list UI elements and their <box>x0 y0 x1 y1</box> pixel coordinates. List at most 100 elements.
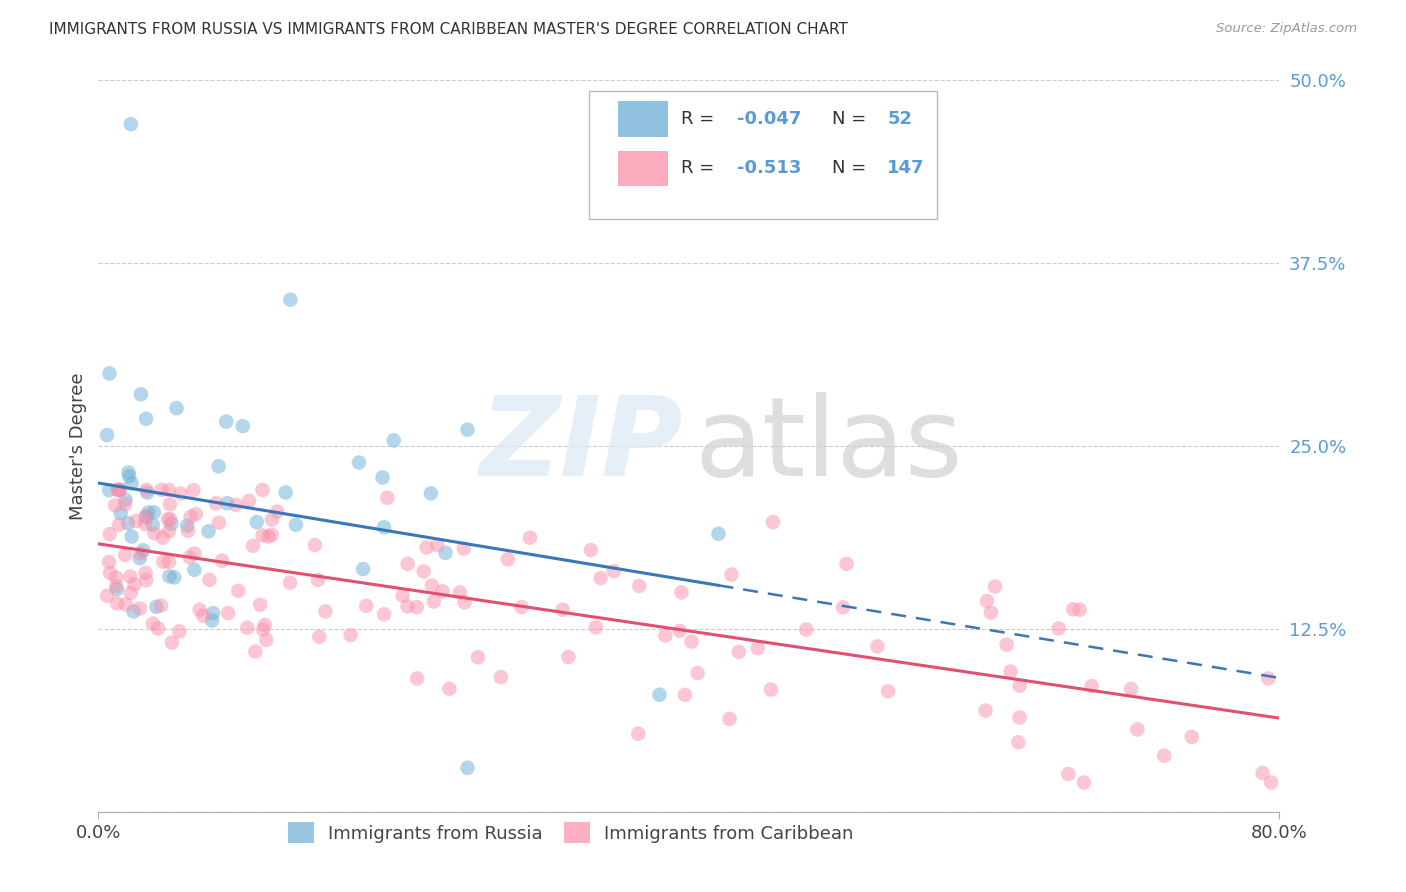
Point <box>169 486 191 500</box>
Text: atlas: atlas <box>695 392 963 500</box>
Point <box>412 565 434 579</box>
Point <box>1257 672 1279 686</box>
Point <box>107 483 129 497</box>
Point <box>201 614 224 628</box>
Point <box>260 527 283 541</box>
Point <box>1069 602 1091 616</box>
Point <box>1126 723 1149 737</box>
Point <box>180 509 202 524</box>
Point <box>375 491 398 505</box>
Point <box>246 515 269 529</box>
Point <box>225 498 247 512</box>
Point <box>135 573 157 587</box>
Point <box>585 620 607 634</box>
Point <box>980 606 1002 620</box>
Point <box>205 496 228 510</box>
Point <box>124 577 146 591</box>
Point <box>449 585 471 599</box>
Point <box>98 566 121 580</box>
Text: -0.047: -0.047 <box>737 110 801 128</box>
Point <box>1008 679 1031 693</box>
Point <box>157 524 180 539</box>
Point <box>252 528 274 542</box>
Point <box>557 650 579 665</box>
Point <box>254 632 277 647</box>
Point <box>110 506 132 520</box>
Point <box>183 546 205 560</box>
Point <box>118 469 141 483</box>
Point <box>1119 681 1142 696</box>
Point <box>150 599 173 613</box>
Point <box>129 601 152 615</box>
Point <box>832 600 855 615</box>
Point <box>184 507 207 521</box>
Point <box>208 516 231 530</box>
Text: R =: R = <box>681 110 720 128</box>
Point <box>207 459 229 474</box>
Point <box>201 606 224 620</box>
Point <box>432 584 454 599</box>
Point <box>160 635 183 649</box>
Y-axis label: Master's Degree: Master's Degree <box>69 372 87 520</box>
Point <box>105 596 128 610</box>
Point <box>496 552 519 566</box>
Point <box>121 476 143 491</box>
Point <box>1153 748 1175 763</box>
Point <box>107 483 129 497</box>
Point <box>152 555 174 569</box>
Point <box>211 553 233 567</box>
Point <box>226 583 249 598</box>
Point <box>373 520 395 534</box>
Point <box>183 483 205 497</box>
Point <box>519 531 541 545</box>
Point <box>1057 767 1080 781</box>
Point <box>707 526 730 541</box>
Point <box>835 557 858 571</box>
Point <box>120 569 142 583</box>
Point <box>135 510 157 524</box>
Point <box>142 616 165 631</box>
Point <box>579 543 602 558</box>
Point <box>668 624 690 638</box>
Point <box>396 599 419 614</box>
Point <box>260 513 283 527</box>
Point <box>762 515 785 529</box>
Point <box>150 483 173 497</box>
Point <box>114 497 136 511</box>
Point <box>125 514 148 528</box>
Point <box>1181 730 1204 744</box>
Point <box>217 496 239 510</box>
Point <box>747 641 769 656</box>
Point <box>1008 710 1031 724</box>
Point <box>245 644 267 658</box>
Point <box>354 599 377 613</box>
Point <box>134 516 156 531</box>
Point <box>253 618 276 632</box>
Point <box>284 517 307 532</box>
FancyBboxPatch shape <box>619 152 668 186</box>
Point <box>146 622 169 636</box>
Point <box>274 485 297 500</box>
Point <box>120 117 142 131</box>
Point <box>252 623 274 637</box>
Point <box>166 401 188 416</box>
Point <box>169 624 191 639</box>
Point <box>1251 766 1274 780</box>
Point <box>877 684 900 698</box>
Point <box>105 579 128 593</box>
Point <box>157 555 180 569</box>
Point <box>1260 775 1282 789</box>
Point <box>197 524 219 539</box>
Point <box>135 508 157 523</box>
Point <box>415 541 437 555</box>
Point <box>794 623 817 637</box>
Point <box>142 517 165 532</box>
Point <box>759 682 782 697</box>
Point <box>129 387 152 401</box>
Point <box>198 573 221 587</box>
Point <box>121 529 143 543</box>
Point <box>457 761 479 775</box>
Text: IMMIGRANTS FROM RUSSIA VS IMMIGRANTS FROM CARIBBEAN MASTER'S DEGREE CORRELATION : IMMIGRANTS FROM RUSSIA VS IMMIGRANTS FRO… <box>49 22 848 37</box>
Point <box>304 538 326 552</box>
Point <box>467 650 489 665</box>
